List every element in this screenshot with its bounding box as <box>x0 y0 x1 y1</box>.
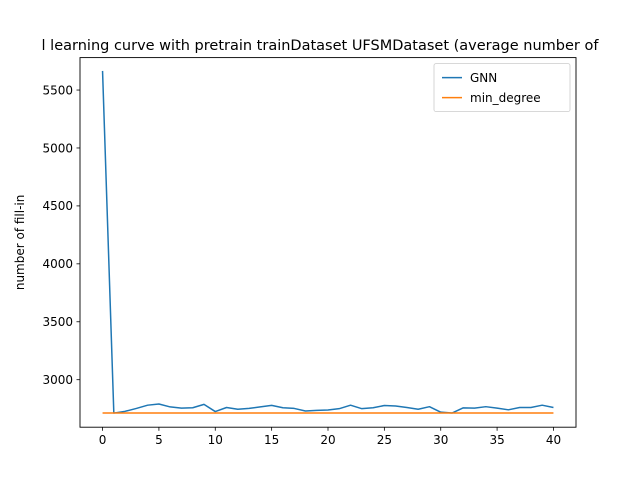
y-tick-label: 5500 <box>42 83 73 97</box>
x-tick-label: 0 <box>99 433 107 447</box>
series-line-gnn <box>101 70 554 414</box>
y-tick-label: 4500 <box>42 199 73 213</box>
x-tick-label: 15 <box>264 433 279 447</box>
legend-label-gnn: GNN <box>470 71 497 85</box>
y-tick-label: 3000 <box>42 373 73 387</box>
y-axis: 3000 3500 4000 4500 5000 5500 <box>42 83 80 387</box>
chart-title: l learning curve with pretrain trainData… <box>42 38 600 54</box>
series-layer <box>101 70 554 414</box>
legend-box <box>433 63 571 112</box>
x-tick-label: 25 <box>377 433 392 447</box>
plot-area <box>79 57 577 428</box>
y-tick-label: 5000 <box>42 141 73 155</box>
y-tick-label: 3500 <box>42 315 73 329</box>
x-tick-label: 10 <box>208 433 223 447</box>
x-tick-label: 40 <box>546 433 561 447</box>
legend-label-min-degree: min_degree <box>470 91 541 105</box>
x-tick-label: 30 <box>433 433 448 447</box>
x-axis: 0 5 10 15 20 25 30 35 40 <box>99 427 561 447</box>
y-axis-label: number of fill-in <box>13 195 27 291</box>
y-tick-label: 4000 <box>42 257 73 271</box>
x-tick-label: 35 <box>489 433 504 447</box>
x-tick-label: 20 <box>320 433 335 447</box>
legend: GNN min_degree <box>433 63 571 112</box>
x-tick-label: 5 <box>155 433 163 447</box>
